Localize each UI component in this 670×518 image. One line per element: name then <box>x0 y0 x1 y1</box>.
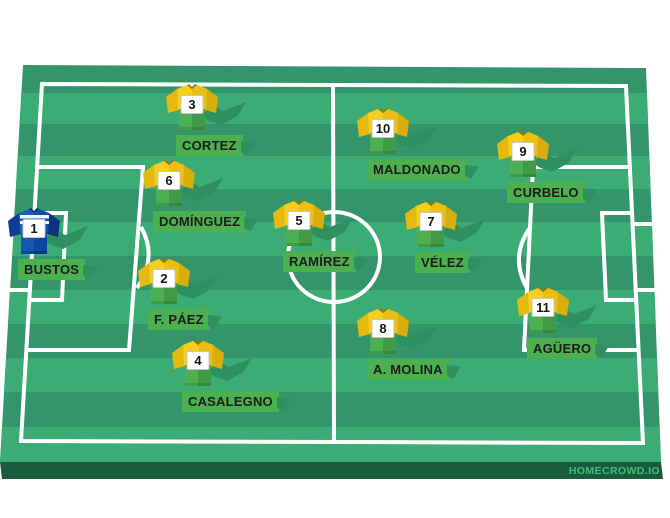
player-number: 10 <box>371 119 395 138</box>
player-chip-8[interactable]: 8 A. MOLINA <box>357 308 449 380</box>
player-chip-4[interactable]: 4 CASALEGNO <box>172 340 279 412</box>
player-name-label: CASALEGNO <box>182 391 279 412</box>
player-chip-11[interactable]: 11 AGÜERO <box>517 287 598 359</box>
player-name-label: DOMÍNGUEZ <box>153 211 247 232</box>
pitch-front-edge <box>0 462 663 479</box>
player-number: 5 <box>287 211 311 230</box>
player-chip-5[interactable]: 5 RAMÍREZ <box>273 200 356 272</box>
player-chip-10[interactable]: 10 MALDONADO <box>357 108 467 180</box>
player-name-label: F. PÁEZ <box>148 309 210 330</box>
left-goal-area <box>30 211 69 302</box>
player-name-label: VÉLEZ <box>415 252 470 273</box>
player-name-label: CORTEZ <box>176 135 243 156</box>
player-chip-7[interactable]: 7 VÉLEZ <box>405 201 485 273</box>
player-chip-9[interactable]: 9 CURBELO <box>497 131 585 203</box>
player-number: 8 <box>371 319 395 338</box>
left-penalty-area <box>27 165 146 352</box>
player-number: 9 <box>511 142 535 161</box>
right-penalty-arc <box>516 224 533 290</box>
player-chip-2[interactable]: 2 F. PÁEZ <box>138 258 218 330</box>
player-chip-3[interactable]: 3 CORTEZ <box>166 84 246 156</box>
right-goal-area <box>599 211 636 302</box>
player-name-label: A. MOLINA <box>367 359 449 380</box>
player-number: 11 <box>531 298 555 317</box>
player-name-label: RAMÍREZ <box>283 251 356 272</box>
player-number: 7 <box>419 212 443 231</box>
player-number: 2 <box>152 269 176 288</box>
watermark-homecrowd: HOMECROWD.IO <box>568 465 660 477</box>
player-chip-1[interactable]: 1 BUSTOS <box>8 208 88 280</box>
player-number: 3 <box>180 95 204 114</box>
touchline-boundary <box>18 81 646 446</box>
player-name-label: CURBELO <box>507 182 585 203</box>
player-chip-6[interactable]: 6 DOMÍNGUEZ <box>143 160 247 232</box>
player-name-label: BUSTOS <box>18 259 86 280</box>
player-number: 6 <box>157 171 181 190</box>
player-name-label: AGÜERO <box>527 338 598 359</box>
player-name-label: MALDONADO <box>367 159 467 180</box>
player-number: 4 <box>186 351 210 370</box>
right-goal <box>632 222 663 292</box>
player-number: 1 <box>22 219 46 238</box>
